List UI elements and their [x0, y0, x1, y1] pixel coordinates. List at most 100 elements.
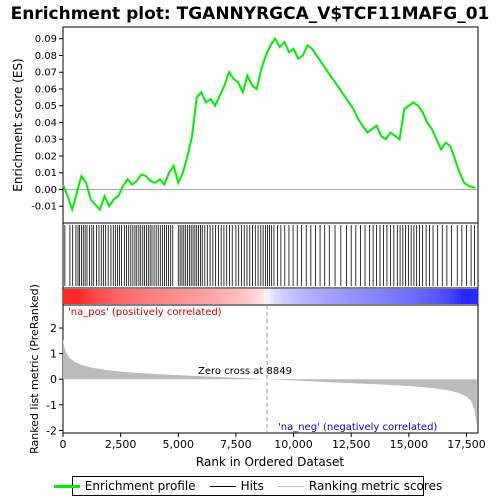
legend-label-hits: Hits	[240, 479, 264, 493]
es-y-tick-label: 0.05	[35, 101, 57, 112]
heatbar-cell	[107, 289, 112, 304]
heatbar-cell	[273, 289, 278, 304]
legend-item-hits: Hits	[209, 479, 264, 493]
heatbar-cell	[249, 289, 254, 304]
es-y-tick-label: 0.03	[35, 135, 57, 146]
x-tick-label: 7,500	[220, 438, 252, 451]
heatbar-cell	[166, 289, 171, 304]
heatbar-cell	[291, 289, 296, 304]
es-y-tick-label: 0.00	[35, 185, 57, 196]
x-tick-label: 12,500	[332, 438, 371, 451]
heatbar-cell	[284, 289, 289, 304]
heatbar-cell	[87, 289, 92, 304]
heatbar-cell	[377, 289, 382, 304]
heatbar-cell	[180, 289, 185, 304]
heatbar-cell	[132, 289, 137, 304]
heatbar-cell	[457, 289, 462, 304]
heatbar-cell	[318, 289, 323, 304]
heatbar-cell	[301, 289, 306, 304]
heatbar-cell	[460, 289, 465, 304]
heatbar-cell	[422, 289, 427, 304]
heatbar-cell	[204, 289, 209, 304]
heatbar-cell	[128, 289, 133, 304]
heatbar-cell	[139, 289, 144, 304]
legend-item-profile: Enrichment profile	[53, 479, 196, 493]
heatbar-cell	[339, 289, 344, 304]
metric-x-axis: 0 2,500 5,000 7,500 10,000 12,500 15,000 17,500	[60, 433, 486, 451]
heatbar-cell	[280, 289, 285, 304]
heatbar-cell	[118, 289, 123, 304]
metric-panel: -2 -1 0 1 2 0 2,500 5,000 7,500 10,000 12,500 15,0…	[28, 284, 486, 469]
x-axis-label: Rank in Ordered Dataset	[196, 455, 344, 469]
heatbar-cell	[69, 289, 74, 304]
heatbar-cell	[325, 289, 330, 304]
heatbar-cell	[343, 289, 348, 304]
heatbar-cell	[433, 289, 437, 304]
es-y-tick-label: 0.06	[35, 84, 57, 95]
heatbar-cell	[242, 289, 247, 304]
heatbar-cell	[232, 289, 237, 304]
x-tick-label: 0	[60, 438, 67, 451]
heatbar-cell	[187, 289, 192, 304]
heatbar-cell	[253, 289, 258, 304]
heatbar-cell	[353, 289, 358, 304]
heatbar-cell	[177, 289, 182, 304]
heatbar-cell	[146, 289, 150, 304]
ranking-heatbar	[62, 287, 479, 306]
es-profile-line	[62, 36, 476, 213]
heatbar-cell	[270, 289, 275, 304]
es-y-tick-label: 0.01	[35, 168, 57, 179]
heatbar-cell	[332, 289, 337, 304]
heatbar-cell	[360, 289, 365, 304]
heatbar-cell	[256, 289, 261, 304]
heatbar-cell	[298, 289, 303, 304]
es-panel-frame	[62, 26, 479, 224]
neg-correlated-label: 'na_neg' (negatively correlated)	[278, 422, 437, 433]
heatbar-cell	[125, 289, 130, 304]
heatbar-cell	[211, 289, 216, 304]
heatbar-cell	[446, 289, 451, 304]
heatbar-cell	[374, 289, 379, 304]
heatbar-cell	[156, 289, 161, 304]
heatbar-cell	[363, 289, 368, 304]
legend-swatch-metric	[277, 485, 304, 487]
metric-y-tick-label: 1	[50, 348, 57, 361]
heatbar-cell	[467, 289, 472, 304]
x-tick-label: 17,500	[447, 438, 486, 451]
heatbar-cell	[287, 289, 292, 304]
heatbar-cell	[80, 289, 85, 304]
x-tick-label: 5,000	[163, 438, 195, 451]
legend-label-metric: Ranking metric scores	[308, 479, 443, 493]
es-y-axis-label: Enrichment score (ES)	[11, 58, 25, 191]
heatbar-cell	[305, 289, 310, 304]
heatbar-cell	[426, 289, 431, 304]
heatbar-cell	[73, 289, 78, 304]
heatbar-cell	[159, 289, 164, 304]
zero-cross-label: Zero cross at 8849	[198, 366, 292, 377]
heatbar-cell	[419, 289, 424, 304]
heatbar-cell	[439, 289, 444, 304]
es-y-tick-label: 0.08	[35, 51, 57, 62]
heatbar-cell	[336, 289, 341, 304]
heatbar-cell	[350, 289, 354, 304]
es-y-tick-label: 0.09	[35, 34, 57, 45]
hits-rug	[64, 225, 475, 286]
metric-y-tick-label: -2	[46, 424, 57, 437]
heatbar-cell	[450, 289, 455, 304]
heatbar-cell	[346, 289, 351, 304]
heatbar-cell	[197, 289, 202, 304]
heatbar-cell	[471, 289, 476, 304]
heatbar-cell	[398, 289, 403, 304]
heatbar-cell	[104, 289, 109, 304]
heatbar-cell	[443, 289, 448, 304]
heatbar-cell	[239, 289, 244, 304]
heatbar-cell	[395, 289, 399, 304]
heatbar-cell	[173, 289, 178, 304]
heatbar-cell	[111, 289, 116, 304]
heatbar-cell	[277, 289, 282, 304]
heatbar-cell	[415, 289, 420, 304]
heatbar-cell	[83, 289, 88, 304]
heatbar-cell	[218, 289, 223, 304]
legend-swatch-hits	[209, 485, 236, 487]
legend-label-profile: Enrichment profile	[84, 479, 196, 493]
